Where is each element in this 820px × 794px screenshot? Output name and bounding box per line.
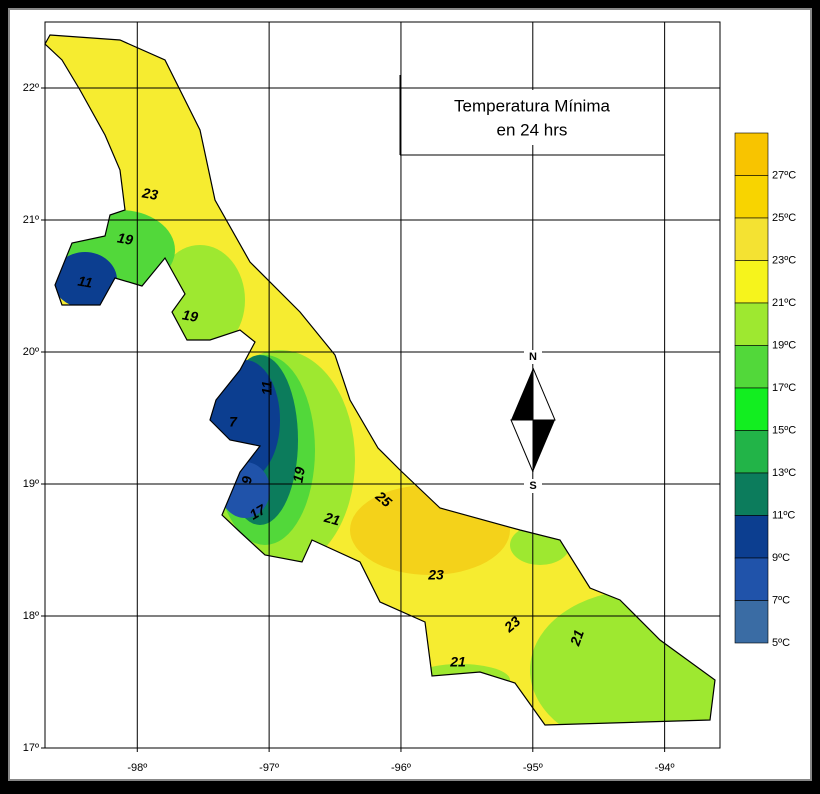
legend-label: 17ºC <box>772 382 796 394</box>
contour-label: 23 <box>140 184 159 203</box>
legend-label: 25ºC <box>772 212 796 224</box>
compass-label-bg <box>524 350 542 364</box>
legend-label: 7ºC <box>772 594 790 606</box>
legend-swatch <box>734 472 769 516</box>
lon-label: -97º <box>259 762 279 774</box>
legend-swatch <box>734 345 769 389</box>
legend-label: 23ºC <box>772 254 796 266</box>
legend-swatch <box>734 387 769 431</box>
contour-label: 7 <box>229 414 238 430</box>
compass-label-bg <box>524 479 542 493</box>
legend-swatch <box>734 430 769 474</box>
legend-swatch <box>734 132 769 176</box>
compass: N S <box>510 350 556 493</box>
legend-label: 15ºC <box>772 424 796 436</box>
lon-label: -96º <box>391 762 411 774</box>
contour-label: 11 <box>77 273 94 291</box>
contour-label: 19 <box>289 466 307 484</box>
graticule: -98º -97º -96º -95º -94º 22º 21º 20º 19º 18º 17º <box>23 21 721 774</box>
title: Temperatura Mínima <box>454 96 610 115</box>
contour-label: 19 <box>181 306 199 324</box>
legend-label: 9ºC <box>772 552 790 564</box>
lat-label: 19º <box>23 478 39 490</box>
legend-label: 19ºC <box>772 339 796 351</box>
legend-label: 5ºC <box>772 637 790 649</box>
legend-label: 13ºC <box>772 467 796 479</box>
title-box <box>410 90 655 145</box>
compass-north: N <box>529 351 537 363</box>
legend-swatch <box>734 515 769 559</box>
compass-needle <box>533 420 555 472</box>
field-cold <box>53 252 117 308</box>
legend: 27ºC 25ºC 23ºC 21ºC 19ºC 17ºC 15ºC 13ºC 11ºC 9ºC 7… <box>734 132 796 649</box>
legend-swatch <box>734 217 769 261</box>
lat-label: 18º <box>23 610 39 622</box>
legend-swatch <box>734 260 769 304</box>
contour-label: 9 <box>239 476 255 484</box>
legend-label: 27ºC <box>772 169 796 181</box>
contour-label: 21 <box>449 654 466 670</box>
subtitle: en 24 hrs <box>497 120 568 139</box>
lat-label: 17º <box>23 742 39 754</box>
legend-swatch <box>734 302 769 346</box>
lon-label: -95º <box>523 762 543 774</box>
contour-label: 23 <box>427 567 444 583</box>
lat-label: 20º <box>23 346 39 358</box>
legend-label: 11ºC <box>772 509 795 521</box>
compass-south: S <box>529 480 536 492</box>
lon-label: -94º <box>655 762 675 774</box>
contour-label: 21 <box>322 509 342 529</box>
lat-label: 22º <box>23 82 39 94</box>
legend-swatch <box>734 600 769 644</box>
legend-label: 21ºC <box>772 297 796 309</box>
legend-swatch <box>734 175 769 219</box>
contour-label: 19 <box>116 229 134 247</box>
compass-needle <box>511 368 533 420</box>
lat-label: 21º <box>23 214 39 226</box>
lon-label: -98º <box>127 762 147 774</box>
contour-label: 21 <box>566 627 587 648</box>
contour-label: 11 <box>259 381 275 396</box>
legend-swatch <box>734 557 769 601</box>
